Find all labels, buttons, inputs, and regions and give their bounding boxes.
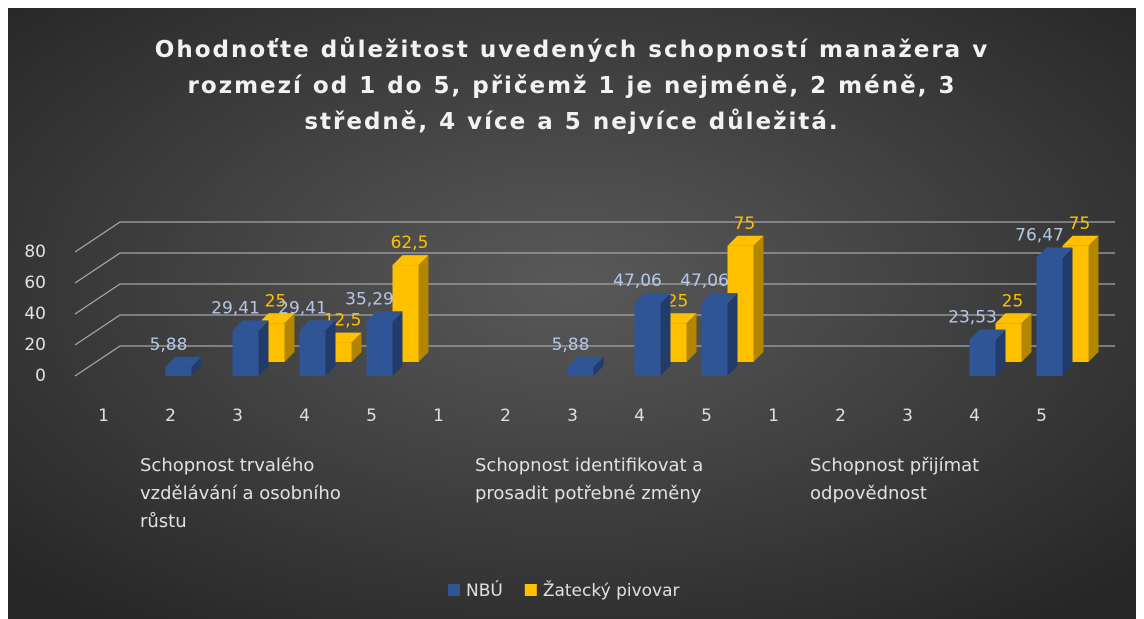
bar — [634, 303, 661, 376]
x-tick-label: 2 — [165, 406, 176, 426]
value-label: 47,06 — [680, 271, 729, 291]
bar-top — [1062, 235, 1099, 246]
grid-line — [74, 314, 1115, 346]
bar-top — [727, 235, 764, 246]
grid-line — [74, 252, 1115, 284]
bar-side — [258, 320, 269, 376]
legend-swatch — [448, 584, 460, 596]
value-label: 25 — [265, 291, 287, 311]
bar-side — [727, 293, 738, 376]
grid-line — [74, 345, 1115, 377]
x-tick-label: 5 — [366, 406, 377, 426]
bar — [969, 339, 996, 376]
bar-side — [284, 313, 295, 362]
bar-top — [232, 320, 269, 331]
x-tick-label: 5 — [1036, 406, 1047, 426]
y-tick-label: 80 — [24, 242, 46, 262]
bar-side — [593, 356, 604, 376]
bar-top — [366, 311, 403, 322]
bar-side — [1088, 235, 1099, 362]
bar-top — [392, 255, 429, 266]
x-tick-label: 2 — [835, 406, 846, 426]
legend-label: Žatecký pivovar — [543, 579, 680, 601]
x-tick-label: 3 — [232, 406, 243, 426]
value-label: 25 — [1002, 291, 1024, 311]
x-tick-label: 1 — [768, 406, 779, 426]
legend-label: NBÚ — [466, 579, 503, 601]
x-tick-label: 5 — [701, 406, 712, 426]
bar-side — [1062, 247, 1073, 376]
value-label: 5,88 — [552, 335, 590, 355]
bar — [366, 321, 393, 376]
bar-side — [351, 332, 362, 362]
value-label: 35,29 — [345, 289, 394, 309]
bar-top — [995, 313, 1032, 324]
grid-line — [74, 221, 1115, 253]
bar — [1036, 257, 1063, 376]
bar-top — [299, 320, 336, 331]
chart-title: Ohodnoťte důležitost uvedených schopnost… — [154, 37, 990, 135]
bar — [165, 366, 192, 376]
value-label: 76,47 — [1015, 225, 1064, 245]
bar-top — [701, 293, 738, 304]
x-tick-label: 4 — [634, 406, 645, 426]
value-label: 75 — [1069, 214, 1091, 234]
bar-side — [191, 356, 202, 376]
bar-side — [686, 313, 697, 362]
x-tick-label: 2 — [500, 406, 511, 426]
bar-top — [165, 356, 202, 367]
value-label: 23,53 — [948, 308, 997, 328]
y-tick-label: 0 — [35, 366, 46, 386]
bar-top — [1036, 247, 1073, 258]
bar-side — [418, 255, 429, 362]
bar-top — [969, 329, 1006, 340]
bar-side — [392, 311, 403, 376]
y-tick-label: 40 — [24, 304, 46, 324]
x-tick-label: 4 — [299, 406, 310, 426]
value-label: 5,88 — [150, 335, 188, 355]
x-tick-label: 4 — [969, 406, 980, 426]
y-tick-label: 20 — [24, 335, 46, 355]
bar — [232, 330, 259, 376]
value-label: 62,5 — [391, 233, 429, 253]
category-group-label: Schopnost identifikovat a prosadit potře… — [475, 455, 704, 504]
x-tick-label: 1 — [98, 406, 109, 426]
bar-side — [753, 235, 764, 362]
value-label: 25 — [667, 291, 689, 311]
legend-swatch — [524, 584, 537, 596]
bar-side — [325, 320, 336, 376]
value-label: 75 — [734, 214, 756, 234]
bar-top — [567, 356, 604, 367]
grid-line — [74, 283, 1115, 315]
x-tick-label: 3 — [567, 406, 578, 426]
bar-side — [995, 329, 1006, 376]
bar-side — [660, 293, 671, 376]
category-group-label: Schopnost trvalého vzdělávání a osobního… — [140, 455, 341, 532]
bar-top — [634, 293, 671, 304]
bar — [567, 366, 594, 376]
value-label: 29,41 — [278, 298, 327, 318]
x-tick-label: 1 — [433, 406, 444, 426]
category-group-label: Schopnost přijímat odpovědnost — [810, 455, 980, 504]
bar — [299, 330, 326, 376]
y-tick-label: 60 — [24, 273, 46, 293]
bar-side — [1021, 313, 1032, 362]
x-tick-label: 3 — [902, 406, 913, 426]
value-label: 47,06 — [613, 271, 662, 291]
chart-background — [8, 8, 1136, 619]
value-label: 29,41 — [211, 298, 260, 318]
bar — [701, 303, 728, 376]
